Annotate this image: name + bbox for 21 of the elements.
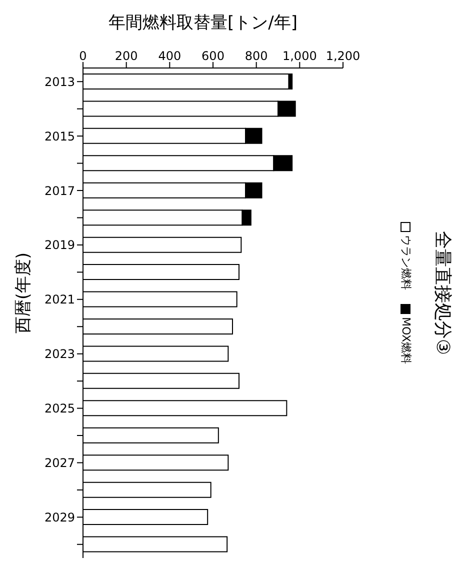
legend-label: MOX燃料 bbox=[398, 317, 414, 364]
y-tick-label: 2029 bbox=[44, 510, 75, 524]
y-tick-label: 2017 bbox=[44, 184, 75, 198]
x-axis-title: 年間燃料取替量[トン/年] bbox=[108, 12, 298, 35]
y-tick-label: 2013 bbox=[44, 74, 75, 89]
text: 全量直接処分③ bbox=[431, 230, 454, 356]
y-tick-label: 2021 bbox=[44, 292, 75, 307]
y-tick-label: 2015 bbox=[44, 129, 75, 144]
y-tick-label: 2027 bbox=[44, 456, 75, 470]
y-axis-title: 西暦(年度) bbox=[12, 252, 34, 334]
x-tick-label: 400 bbox=[158, 49, 182, 63]
y-tick-label: 2019 bbox=[44, 238, 75, 252]
x-tick-label: 600 bbox=[202, 49, 224, 63]
y-tick-label: 2025 bbox=[44, 402, 75, 416]
x-tick-label: 0 bbox=[79, 49, 87, 63]
y-tick-label: 2023 bbox=[44, 347, 75, 362]
legend-label: ウラン燃料 bbox=[398, 235, 414, 290]
x-tick-label: 1,000 bbox=[282, 49, 317, 63]
x-tick-label: 800 bbox=[244, 49, 268, 63]
x-tick-label: 200 bbox=[114, 49, 138, 63]
x-tick-label: 1,200 bbox=[326, 49, 360, 63]
